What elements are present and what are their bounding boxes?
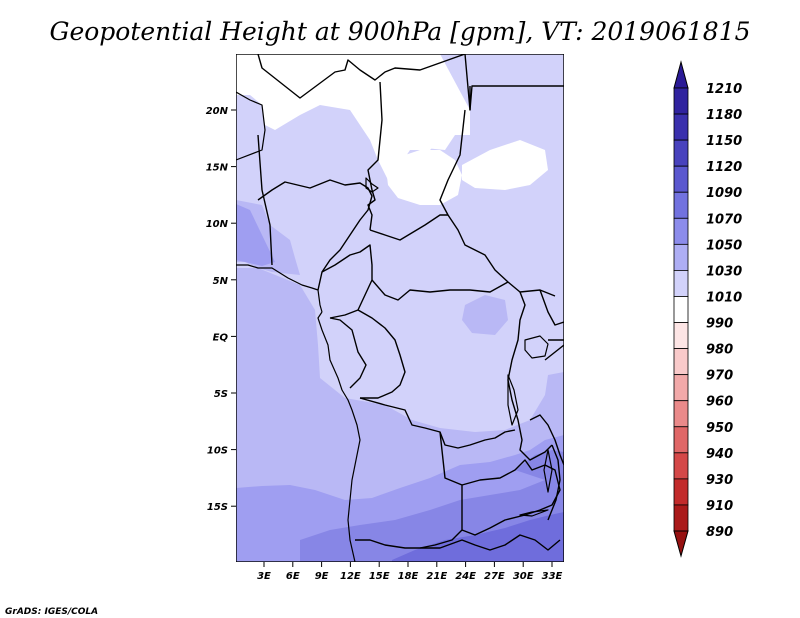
map-plot-area bbox=[236, 54, 564, 562]
colorbar-label: 1180 bbox=[706, 108, 742, 123]
border-southern bbox=[420, 534, 561, 551]
border-north-sahara bbox=[257, 54, 466, 99]
colorbar-label: 1070 bbox=[706, 212, 742, 227]
border-cameroon bbox=[321, 244, 373, 319]
lon-tick-label: 9E bbox=[315, 571, 329, 582]
lon-tick-label: 3E bbox=[257, 571, 271, 582]
border-zambia bbox=[461, 459, 561, 536]
colorbar-segment bbox=[673, 374, 689, 402]
lon-tick-label: 21E bbox=[426, 571, 447, 582]
lake-kariba bbox=[519, 509, 549, 517]
colorbar-label: 1030 bbox=[706, 264, 742, 279]
colorbar-segment bbox=[673, 270, 689, 297]
lake-chad bbox=[365, 177, 379, 193]
border-niger-chad bbox=[367, 81, 383, 231]
colorbar-label: 1090 bbox=[706, 186, 742, 201]
lon-tick-label: 33E bbox=[542, 571, 563, 582]
colorbar-label: 890 bbox=[706, 525, 733, 540]
lat-tick-label: 5N bbox=[213, 276, 229, 287]
lake-tanganyika bbox=[507, 374, 519, 426]
lat-tick-label: EQ bbox=[213, 332, 229, 343]
longitude-axis: 3E 6E 9E 12E 15E 18E 21E 24E 27E 30E 33E bbox=[257, 562, 563, 582]
border-car bbox=[369, 214, 509, 301]
lat-tick-label: 5S bbox=[214, 389, 228, 400]
map-title: Geopotential Height at 900hPa [gpm], VT:… bbox=[49, 17, 750, 46]
colorbar-segment bbox=[673, 296, 689, 323]
lakes bbox=[365, 177, 553, 517]
colorbar-segment bbox=[673, 243, 689, 271]
colorbar-label: 1120 bbox=[706, 160, 742, 175]
colorbar-label: 1050 bbox=[706, 238, 742, 253]
border-west-states bbox=[257, 134, 273, 266]
colorbar-label: 910 bbox=[706, 499, 733, 514]
border-east-africa bbox=[539, 289, 564, 361]
height-band-1010 bbox=[462, 140, 548, 190]
colorbar: 1210 1180 1150 1120 1090 1070 1050 1030 1010 990 9… bbox=[673, 60, 742, 558]
coastline-west-africa bbox=[236, 91, 266, 161]
colorbar-label: 960 bbox=[706, 395, 733, 410]
colorbar-top-arrow bbox=[673, 60, 689, 89]
height-band-1030 bbox=[462, 295, 508, 335]
colorbar-segment bbox=[673, 217, 689, 245]
colorbar-segment bbox=[673, 139, 689, 167]
lon-tick-label: 30E bbox=[513, 571, 534, 582]
colorbar-segment bbox=[673, 87, 689, 115]
colorbar-segment bbox=[673, 113, 689, 141]
lon-tick-label: 15E bbox=[369, 571, 390, 582]
lon-tick-label: 18E bbox=[398, 571, 419, 582]
border-nigeria bbox=[257, 179, 373, 291]
lon-tick-label: 6E bbox=[286, 571, 300, 582]
border-tanzania bbox=[529, 414, 564, 466]
height-band-1010 bbox=[236, 54, 470, 180]
border-angola-drc bbox=[359, 397, 516, 449]
grads-credit: GrADS: IGES/COLA bbox=[5, 607, 98, 617]
colorbar-label: 950 bbox=[706, 421, 733, 436]
colorbar-label: 1150 bbox=[706, 134, 742, 149]
lat-tick-label: 10N bbox=[206, 219, 229, 230]
colorbar-segment bbox=[673, 504, 689, 532]
colorbar-segment bbox=[673, 348, 689, 376]
lat-tick-label: 10S bbox=[207, 446, 228, 457]
lat-tick-label: 15S bbox=[207, 502, 228, 513]
height-band-1050 bbox=[236, 204, 275, 266]
country-borders bbox=[236, 54, 564, 562]
height-band-1090 bbox=[392, 512, 564, 562]
colorbar-segment bbox=[673, 165, 689, 193]
latitude-axis: 20N 15N 10N 5N EQ 5S 10S 15S bbox=[206, 106, 236, 513]
colorbar-label: 970 bbox=[706, 369, 733, 384]
border-angola-zambia bbox=[355, 431, 463, 549]
colorbar-label: 980 bbox=[706, 343, 733, 358]
lat-tick-label: 15N bbox=[206, 163, 229, 174]
colorbar-segment bbox=[673, 452, 689, 480]
colorbar-segment bbox=[673, 400, 689, 428]
height-band-1010 bbox=[420, 125, 455, 150]
lon-tick-label: 24E bbox=[455, 571, 476, 582]
border-mozambique bbox=[547, 444, 561, 521]
lon-tick-label: 27E bbox=[484, 571, 505, 582]
colorbar-label: 1010 bbox=[706, 290, 742, 305]
colorbar-segment bbox=[673, 322, 689, 349]
colorbar-segment bbox=[673, 191, 689, 219]
colorbar-label: 1210 bbox=[706, 82, 742, 97]
border-libya-egypt bbox=[464, 54, 564, 111]
coastline-gulf-of-guinea bbox=[236, 264, 323, 313]
coastline-central-west bbox=[317, 311, 361, 562]
colorbar-segment bbox=[673, 478, 689, 506]
colorbar-label: 990 bbox=[706, 317, 733, 332]
colorbar-bottom-arrow bbox=[673, 530, 689, 558]
colorbar-label: 940 bbox=[706, 447, 733, 462]
lat-tick-label: 20N bbox=[206, 106, 229, 117]
lake-malawi bbox=[543, 449, 553, 493]
lon-tick-label: 12E bbox=[340, 571, 361, 582]
border-congo bbox=[329, 309, 406, 399]
lake-victoria bbox=[524, 335, 549, 359]
colorbar-segment bbox=[673, 426, 689, 454]
border-drc-east bbox=[507, 291, 553, 461]
colorbar-label: 930 bbox=[706, 473, 733, 488]
